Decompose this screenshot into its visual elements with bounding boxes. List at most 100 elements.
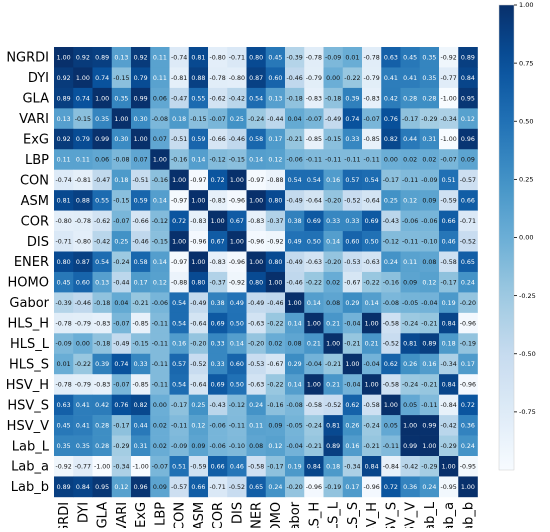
- cell-value-label: -0.83: [94, 320, 110, 327]
- heatmap-cell: [188, 169, 209, 191]
- heatmap-cell: [285, 190, 305, 211]
- cell-value-label: -0.78: [75, 218, 91, 225]
- cell-value-label: -0.79: [363, 75, 379, 82]
- heatmap-cell: [342, 312, 363, 334]
- heatmap-cell: [73, 47, 93, 68]
- cell-value-label: -0.96: [248, 238, 264, 245]
- colorbar-gradient: [498, 4, 515, 471]
- cell-value-label: 0.33: [134, 361, 148, 368]
- heatmap-cell: [92, 190, 113, 211]
- heatmap-cell: [188, 210, 209, 232]
- heatmap-cell: [246, 415, 267, 436]
- heatmap-cell: [188, 312, 209, 334]
- cell-value-label: 0.35: [422, 75, 436, 82]
- heatmap-cell: [208, 108, 228, 130]
- heatmap-cell: [208, 149, 228, 170]
- cell-value-label: -0.15: [113, 75, 129, 82]
- cell-value-label: -0.09: [171, 443, 187, 450]
- heatmap-cell: [150, 435, 170, 457]
- cell-value-label: 0.14: [153, 259, 167, 266]
- cell-value-label: -0.46: [75, 300, 91, 307]
- heatmap-cell: [73, 108, 93, 130]
- cell-value-label: 0.06: [95, 157, 109, 164]
- cell-value-label: -0.88: [171, 279, 187, 286]
- heatmap-cell: [92, 374, 113, 395]
- cell-value-label: 0.33: [211, 341, 225, 348]
- heatmap-cell: [439, 210, 459, 232]
- cell-value-label: -0.57: [460, 177, 476, 184]
- heatmap-cell: [381, 108, 401, 130]
- heatmap-cell: [439, 271, 459, 293]
- cell-value-label: -0.53: [344, 259, 360, 266]
- heatmap-cell: [246, 149, 267, 170]
- heatmap-cell: [381, 87, 401, 109]
- heatmap-cell: [227, 415, 247, 436]
- x-tick-label: Gabor: [288, 501, 303, 528]
- heatmap-cell: [323, 394, 344, 416]
- cell-value-label: 0.54: [172, 300, 186, 307]
- heatmap-cell: [439, 292, 459, 314]
- heatmap-cell: [188, 87, 209, 109]
- heatmap-cell: [131, 108, 151, 130]
- heatmap-cell: [169, 333, 190, 355]
- cell-value-label: 0.02: [268, 341, 282, 348]
- cell-value-label: -0.29: [421, 116, 437, 123]
- y-tick-label: LBP: [25, 153, 49, 168]
- cell-value-label: 0.95: [95, 484, 109, 491]
- heatmap-cell: [323, 210, 344, 232]
- cell-value-label: -0.71: [460, 218, 476, 225]
- heatmap-cell: [400, 210, 421, 232]
- cell-value-label: -0.11: [363, 157, 379, 164]
- cell-value-label: -0.19: [460, 341, 476, 348]
- cell-value-label: -0.51: [171, 136, 187, 143]
- cell-value-label: 0.74: [345, 116, 359, 123]
- heatmap-cell: [362, 271, 382, 293]
- heatmap-cell: [54, 169, 74, 191]
- cell-value-label: -0.49: [286, 198, 302, 205]
- cell-value-label: 0.60: [345, 238, 359, 245]
- heatmap-cell: [439, 128, 459, 150]
- heatmap-cell: [285, 333, 305, 355]
- heatmap-cell: [227, 87, 247, 109]
- cell-value-label: 0.76: [384, 116, 398, 123]
- cell-value-label: 0.89: [326, 443, 340, 450]
- heatmap-cell: [227, 374, 247, 395]
- cell-value-label: 0.69: [307, 218, 321, 225]
- heatmap-cell: [362, 394, 382, 416]
- heatmap-cell: [111, 435, 132, 457]
- cell-value-label: 0.13: [268, 95, 282, 102]
- heatmap-cell: [381, 47, 401, 68]
- cell-value-label: 0.24: [422, 484, 436, 491]
- cell-value-label: 1.00: [461, 484, 475, 491]
- heatmap-cell: [111, 394, 132, 416]
- cell-value-label: 0.46: [442, 238, 456, 245]
- heatmap-cell: [111, 476, 132, 498]
- cell-value-label: 0.09: [422, 198, 436, 205]
- cell-value-label: -0.07: [209, 116, 225, 123]
- heatmap-cell: [169, 210, 190, 232]
- cell-value-label: -0.11: [344, 157, 360, 164]
- cell-value-label: 0.84: [307, 463, 321, 470]
- heatmap-cell: [439, 415, 459, 436]
- cell-value-label: -0.22: [306, 279, 322, 286]
- heatmap-cell: [323, 374, 344, 395]
- heatmap-cell: [246, 353, 267, 375]
- heatmap-cell: [150, 231, 170, 252]
- cell-value-label: 0.09: [403, 279, 417, 286]
- heatmap-cell: [246, 333, 267, 355]
- heatmap-cell: [342, 476, 363, 498]
- x-tick-label: NGRDI: [57, 502, 72, 528]
- heatmap-cell: [419, 210, 440, 232]
- heatmap-cell: [342, 231, 363, 252]
- heatmap-cell: [304, 415, 324, 436]
- heatmap-cell: [342, 456, 363, 477]
- cell-value-label: 0.30: [114, 136, 128, 143]
- x-tick-label: HSV_H: [365, 502, 380, 528]
- cell-value-label: 1.00: [191, 198, 205, 205]
- heatmap-cell: [73, 67, 93, 89]
- heatmap-cell: [73, 190, 93, 211]
- heatmap-cell: [381, 251, 401, 273]
- cell-value-label: 0.24: [384, 259, 398, 266]
- heatmap-cell: [362, 149, 382, 170]
- cell-value-label: -0.09: [325, 54, 341, 61]
